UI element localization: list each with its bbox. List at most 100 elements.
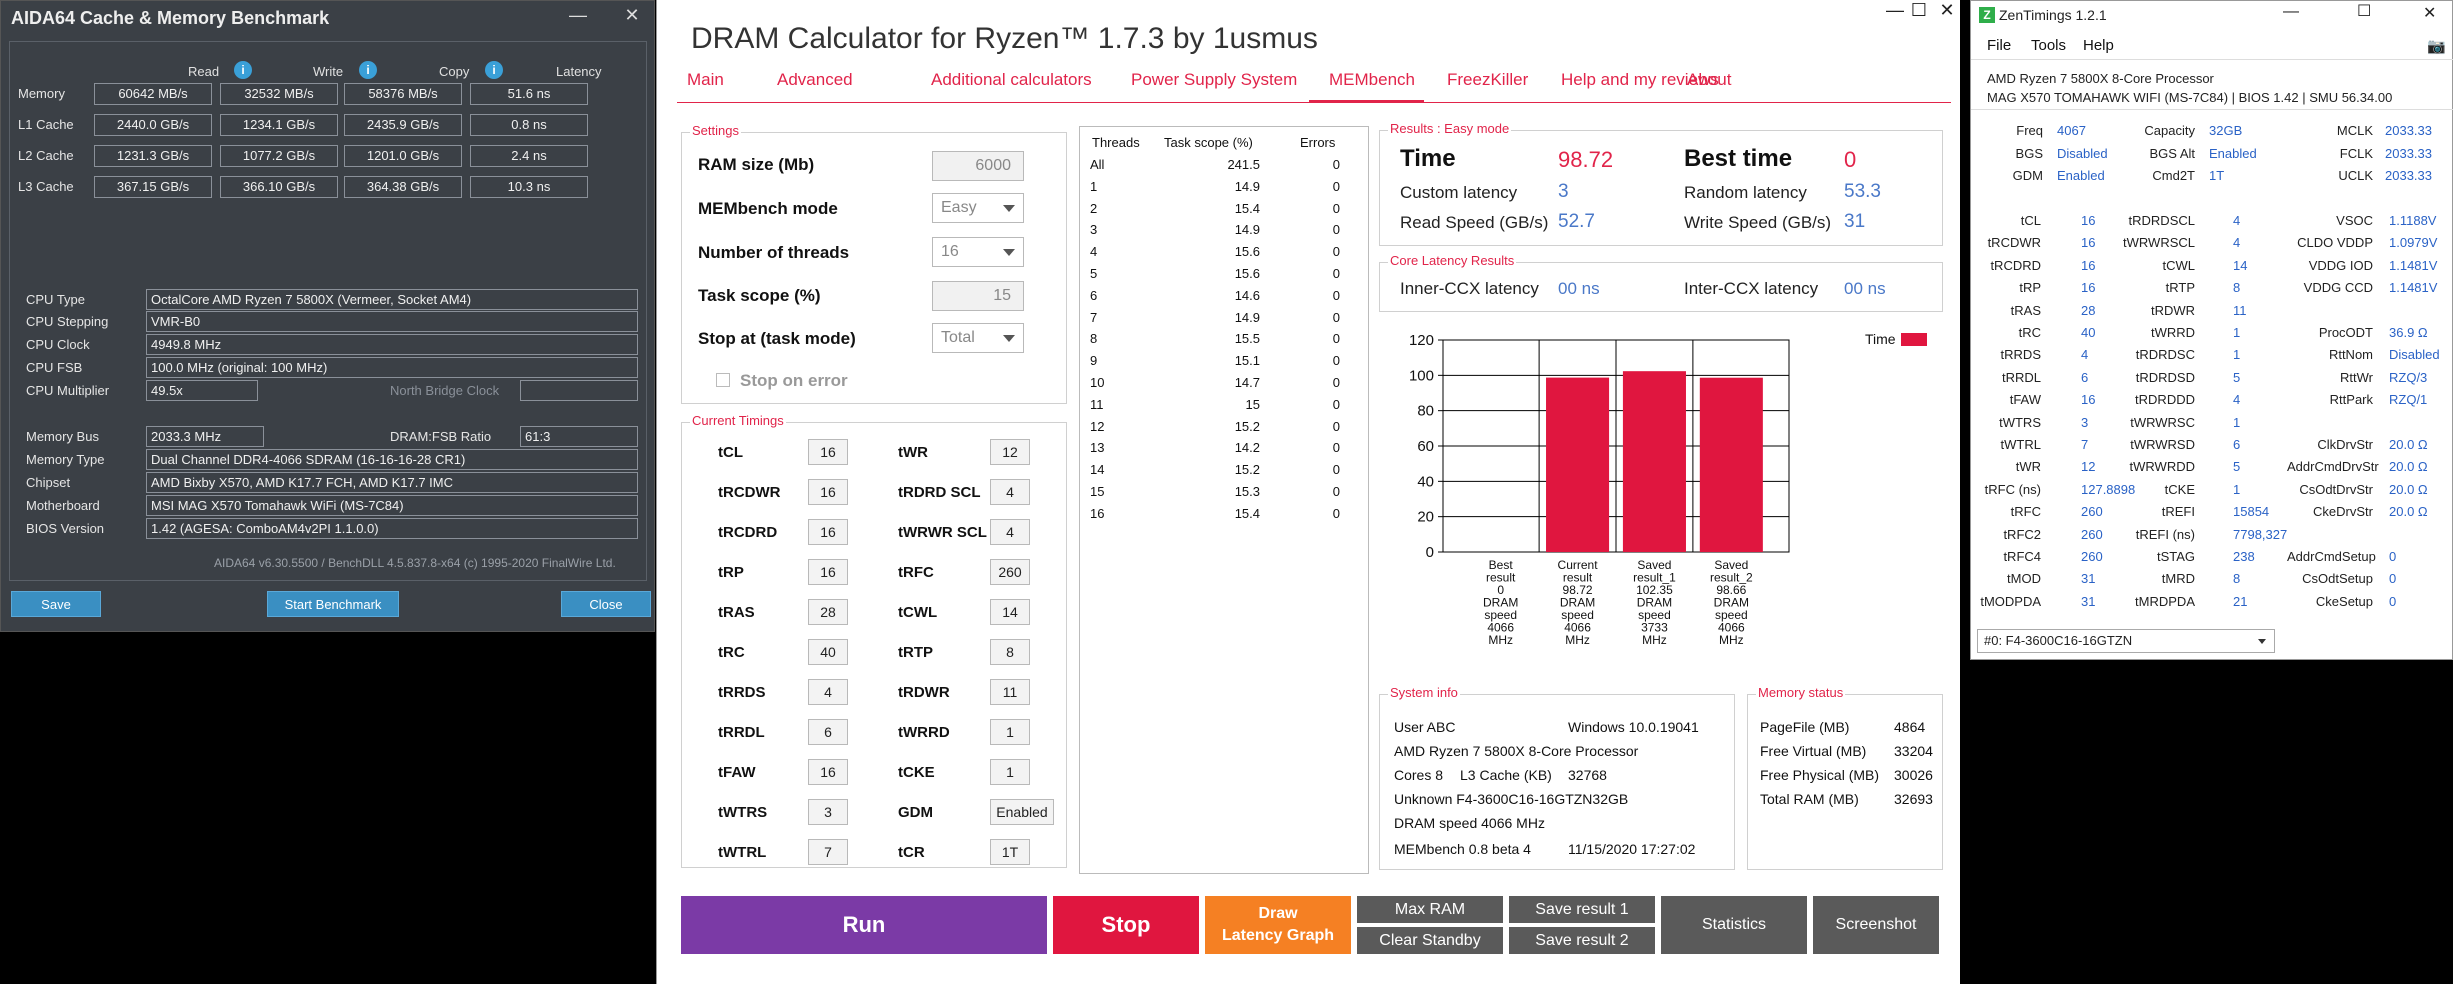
stop-button[interactable]: Stop <box>1053 896 1199 954</box>
thread-scope: 15.1 <box>1234 353 1260 369</box>
info-icon[interactable]: i <box>485 61 503 79</box>
cpu-type-label: CPU Type <box>26 292 86 307</box>
cpu-stepping-label: CPU Stepping <box>26 314 109 329</box>
membench-mode-select[interactable]: Easy <box>932 193 1024 223</box>
task-scope-input[interactable]: 15 <box>932 281 1024 311</box>
threads-header: Threads <box>1092 135 1140 150</box>
menu-tools[interactable]: Tools <box>2031 37 2067 54</box>
maximize-button[interactable]: ☐ <box>2357 3 2372 20</box>
menu-file[interactable]: File <box>1987 37 2012 54</box>
sys-l3-label: L3 Cache (KB) <box>1460 767 1552 783</box>
chevron-down-icon <box>2258 639 2266 644</box>
thread-errors: 0 <box>1332 200 1340 216</box>
tab-main[interactable]: Main <box>687 70 724 89</box>
zen-value: 31 <box>2081 593 2096 609</box>
x-tick-label: DRAM <box>1637 596 1672 610</box>
module-select[interactable]: #0: F4-3600C16-16GTZN <box>1977 629 2275 653</box>
max-ram-button[interactable]: Max RAM <box>1357 896 1503 923</box>
x-tick-label: 98.72 <box>1563 583 1593 597</box>
x-tick-label: 3733 <box>1641 621 1668 635</box>
zentimings-window: Z ZenTimings 1.2.1 — ☐ ✕ File Tools Help 📷… <box>1970 0 2453 660</box>
close-button[interactable]: ✕ <box>2423 5 2437 22</box>
zen-label: GDM <box>2012 168 2043 183</box>
active-tab-indicator <box>1309 100 1424 103</box>
memory-type-value: Dual Channel DDR4-4066 SDRAM (16-16-16-2… <box>146 449 638 470</box>
inner-ccx-label: Inner-CCX latency <box>1400 279 1539 298</box>
tab-freezkiller[interactable]: FreezKiller <box>1447 70 1529 89</box>
tab-additional-calculators[interactable]: Additional calculators <box>931 70 1092 89</box>
zen-value: 16 <box>2081 213 2096 228</box>
sys-date: 11/15/2020 17:27:02 <box>1568 841 1696 857</box>
threads-select[interactable]: 16 <box>932 237 1024 267</box>
info-icon[interactable]: i <box>359 61 377 79</box>
zen-value: 260 <box>2081 526 2103 542</box>
statistics-button[interactable]: Statistics <box>1661 896 1807 954</box>
zen-value: Disabled <box>2057 145 2108 161</box>
zen-label: tRC <box>2018 325 2041 340</box>
zen-label: AddrCmdDrvStr <box>2287 459 2379 475</box>
timing-label: tWTRS <box>718 804 768 821</box>
tab-about[interactable]: About <box>1687 70 1732 89</box>
thread-scope: 15.4 <box>1234 505 1260 521</box>
minimize-button[interactable]: — <box>569 5 587 25</box>
cpu-stepping-value: VMR-B0 <box>146 311 638 332</box>
zen-label: tWTRS <box>1999 414 2041 430</box>
zen-value: 1T <box>2209 168 2225 183</box>
stop-on-error-checkbox[interactable] <box>716 373 730 387</box>
close-button[interactable]: ✕ <box>624 5 640 25</box>
zen-value: 20.0 Ω <box>2389 437 2428 452</box>
errors-header: Errors <box>1300 135 1336 150</box>
write-value: 32532 MB/s <box>220 83 338 105</box>
thread-id: 14 <box>1090 462 1105 478</box>
tab-advanced[interactable]: Advanced <box>777 70 853 89</box>
run-button[interactable]: Run <box>681 896 1047 954</box>
zen-value: 20.0 Ω <box>2389 459 2428 475</box>
camera-icon[interactable]: 📷 <box>2427 38 2446 55</box>
zen-value: 16 <box>2081 392 2096 408</box>
timing-value: 1 <box>990 719 1030 745</box>
close-dialog-button[interactable]: Close <box>561 591 651 617</box>
mode-value: Easy <box>941 199 977 216</box>
write-speed-label: Write Speed (GB/s) <box>1684 213 1832 232</box>
zen-label: FCLK <box>2339 145 2373 161</box>
close-button[interactable]: ✕ <box>1939 0 1955 20</box>
thread-errors: 0 <box>1332 505 1340 521</box>
zen-label: tRDWR <box>2150 302 2195 318</box>
ram-size-input[interactable]: 6000 <box>932 151 1024 181</box>
zen-value: 36.9 Ω <box>2389 325 2428 340</box>
clear-standby-button[interactable]: Clear Standby <box>1357 927 1503 954</box>
footer-text: AIDA64 v6.30.5500 / BenchDLL 4.5.837.8-x… <box>214 556 616 570</box>
stop-at-select[interactable]: Total <box>932 323 1024 353</box>
timings-title: Current Timings <box>690 413 786 428</box>
thread-scope: 241.5 <box>1227 157 1260 172</box>
maximize-button[interactable]: ☐ <box>1910 0 1928 20</box>
draw-latency-graph-button[interactable]: Draw Latency Graph <box>1205 896 1351 954</box>
zen-label: tRRDS <box>2000 347 2041 363</box>
tab-membench[interactable]: MEMbench <box>1329 70 1415 89</box>
copy-value: 58376 MB/s <box>344 83 462 105</box>
zen-logo-icon: Z <box>1979 7 1995 23</box>
tab-help-and-my-reviews[interactable]: Help and my reviews <box>1561 70 1719 89</box>
save-result-1-button[interactable]: Save result 1 <box>1509 896 1655 923</box>
mem-status-label: Free Virtual (MB) <box>1760 743 1867 759</box>
zen-label: VDDG CCD <box>2303 280 2373 296</box>
zen-value: 1.1481V <box>2389 280 2438 296</box>
thread-errors: 0 <box>1332 484 1340 499</box>
start-benchmark-button[interactable]: Start Benchmark <box>267 591 399 617</box>
timing-value: 260 <box>990 559 1030 585</box>
zen-value: 1 <box>2233 347 2241 363</box>
timing-label: GDM <box>898 804 933 821</box>
save-result-2-button[interactable]: Save result 2 <box>1509 927 1655 954</box>
zen-value: 11 <box>2233 302 2247 318</box>
draw-label: Draw <box>1258 905 1298 922</box>
info-icon[interactable]: i <box>234 61 252 79</box>
x-tick-label: Best <box>1489 558 1514 572</box>
tab-power-supply-system[interactable]: Power Supply System <box>1131 70 1298 89</box>
minimize-button[interactable]: — <box>1886 0 1904 20</box>
screenshot-button[interactable]: Screenshot <box>1813 896 1939 954</box>
x-tick-label: speed <box>1638 608 1671 622</box>
menu-help[interactable]: Help <box>2083 37 2114 54</box>
minimize-button[interactable]: — <box>2283 3 2299 20</box>
best-time-label: Best time <box>1684 145 1793 172</box>
save-button[interactable]: Save <box>11 591 101 617</box>
